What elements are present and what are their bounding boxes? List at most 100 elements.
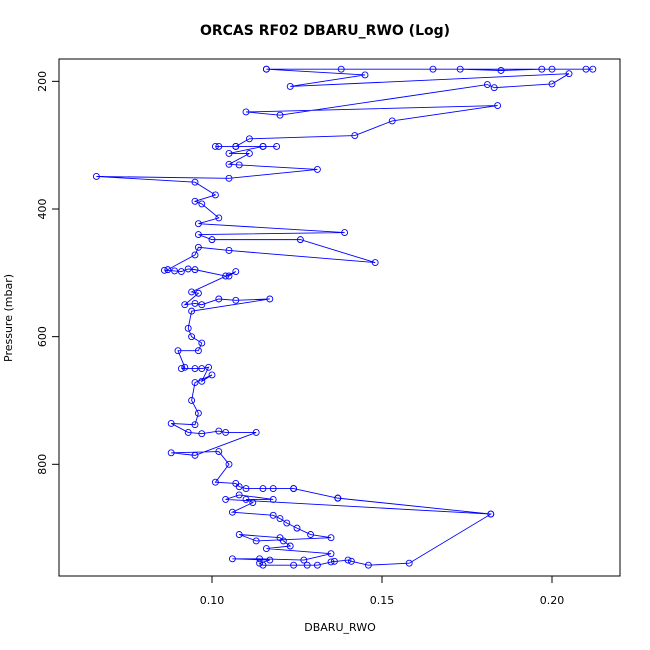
data-point xyxy=(208,236,216,244)
data-point xyxy=(232,296,240,304)
x-tick-label: 0.15 xyxy=(370,594,395,607)
data-point xyxy=(215,427,223,435)
data-point xyxy=(456,65,464,73)
data-point xyxy=(269,495,277,503)
data-point xyxy=(548,65,556,73)
data-point xyxy=(269,511,277,519)
y-tick-label: 600 xyxy=(36,326,49,347)
data-point xyxy=(262,545,270,552)
x-axis-label: DBARU_RWO xyxy=(304,621,376,634)
series-layer xyxy=(92,65,597,569)
y-tick-label: 800 xyxy=(36,454,49,475)
data-point xyxy=(184,324,192,332)
data-point xyxy=(198,430,206,438)
data-point xyxy=(205,363,213,371)
x-tick-label: 0.10 xyxy=(200,594,225,607)
data-point xyxy=(490,84,498,92)
data-point xyxy=(242,108,250,116)
data-point xyxy=(351,132,359,140)
data-point xyxy=(235,483,243,491)
data-point xyxy=(538,65,546,73)
data-point xyxy=(405,559,413,567)
data-point xyxy=(245,150,253,157)
data-point xyxy=(313,165,321,173)
data-point xyxy=(171,267,179,275)
data-point xyxy=(215,214,223,222)
y-tick-label: 400 xyxy=(36,198,49,219)
data-point xyxy=(191,421,199,429)
data-point xyxy=(184,265,192,273)
data-point xyxy=(235,161,243,169)
data-point xyxy=(194,409,202,417)
data-point xyxy=(300,556,308,564)
data-point xyxy=(92,172,100,180)
data-point xyxy=(259,561,267,569)
data-point xyxy=(191,251,199,259)
data-point xyxy=(215,142,223,150)
data-point xyxy=(290,485,298,493)
data-point xyxy=(589,65,597,73)
data-point xyxy=(361,71,369,79)
data-point xyxy=(222,495,230,503)
data-point xyxy=(198,301,206,309)
data-point xyxy=(228,555,236,563)
x-axis: 0.10 0.15 0.20 xyxy=(200,576,565,607)
data-point xyxy=(232,142,240,150)
data-point xyxy=(167,449,175,457)
data-point xyxy=(364,561,372,569)
data-point xyxy=(293,524,301,532)
data-point xyxy=(235,491,243,499)
data-point xyxy=(174,347,182,355)
data-point xyxy=(344,556,352,564)
data-point xyxy=(191,365,199,373)
data-point xyxy=(273,142,281,150)
data-point xyxy=(208,371,216,379)
data-point xyxy=(548,80,556,88)
data-point xyxy=(164,266,172,274)
data-point xyxy=(371,259,379,267)
data-point xyxy=(191,451,199,459)
data-point xyxy=(269,485,277,493)
data-point xyxy=(494,102,502,110)
data-point xyxy=(191,266,199,274)
data-point xyxy=(211,142,219,150)
data-point xyxy=(167,420,175,427)
data-point xyxy=(198,365,206,373)
data-point xyxy=(198,339,206,347)
data-point xyxy=(242,485,250,493)
data-point xyxy=(228,508,236,516)
data-point xyxy=(215,448,223,455)
data-point xyxy=(191,197,199,205)
data-point xyxy=(194,231,202,238)
data-point xyxy=(303,561,311,569)
chart-title: ORCAS RF02 DBARU_RWO (Log) xyxy=(200,23,450,39)
data-point xyxy=(266,295,274,303)
plot-frame xyxy=(58,58,621,577)
data-point xyxy=(283,519,291,527)
data-point xyxy=(160,266,168,274)
data-point xyxy=(177,268,185,275)
data-point xyxy=(276,111,284,119)
data-point xyxy=(194,243,202,251)
data-point xyxy=(245,135,253,143)
data-point xyxy=(198,377,206,385)
data-point xyxy=(194,220,202,228)
data-point xyxy=(252,428,260,436)
data-point xyxy=(188,333,196,341)
x-tick-label: 0.20 xyxy=(540,594,565,607)
data-point xyxy=(497,67,505,74)
y-axis-label: Pressure (mbar) xyxy=(2,274,15,362)
data-point xyxy=(313,561,321,569)
data-point xyxy=(286,542,294,550)
data-point xyxy=(211,191,219,199)
data-point xyxy=(242,495,250,503)
data-point xyxy=(337,65,345,73)
data-point xyxy=(235,531,243,538)
data-point xyxy=(347,557,355,565)
data-point xyxy=(483,81,491,88)
data-point xyxy=(327,558,335,566)
data-point xyxy=(290,561,298,569)
data-point xyxy=(286,82,294,90)
data-point xyxy=(327,534,335,542)
